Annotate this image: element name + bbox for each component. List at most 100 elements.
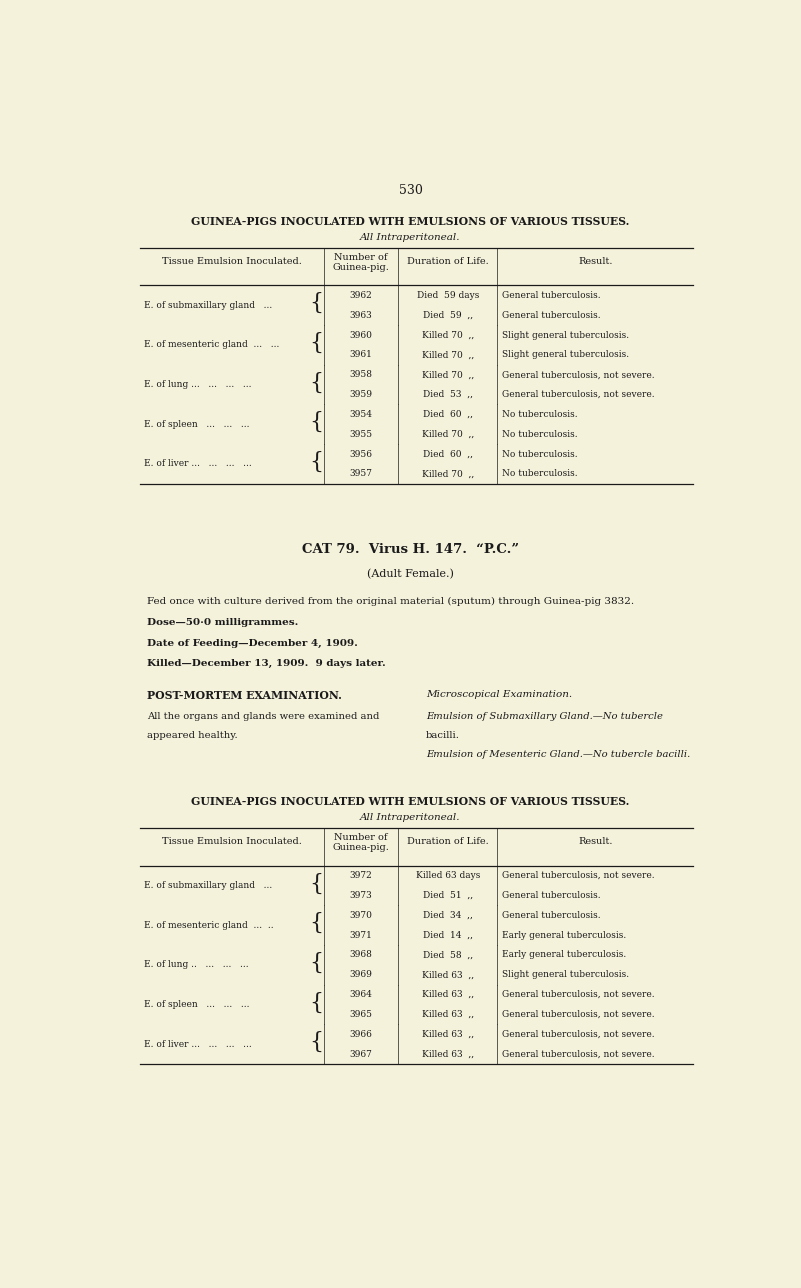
Text: 3972: 3972 xyxy=(349,871,372,880)
Text: Emulsion of Mesenteric Gland.—No tubercle bacilli.: Emulsion of Mesenteric Gland.—No tubercl… xyxy=(426,750,690,759)
Text: All Intraperitoneal.: All Intraperitoneal. xyxy=(360,233,461,242)
Text: E. of lung ...   ...   ...   ...: E. of lung ... ... ... ... xyxy=(144,380,252,389)
Text: General tuberculosis.: General tuberculosis. xyxy=(502,891,601,900)
Text: E. of spleen   ...   ...   ...: E. of spleen ... ... ... xyxy=(144,420,250,429)
Text: Killed 63  ,,: Killed 63 ,, xyxy=(421,1029,474,1038)
Text: 3969: 3969 xyxy=(349,970,372,979)
Text: GUINEA-PIGS INOCULATED WITH EMULSIONS OF VARIOUS TISSUES.: GUINEA-PIGS INOCULATED WITH EMULSIONS OF… xyxy=(191,796,630,808)
Text: Died  58  ,,: Died 58 ,, xyxy=(423,951,473,960)
Text: E. of mesenteric gland  ...   ...: E. of mesenteric gland ... ... xyxy=(144,340,280,349)
Text: 530: 530 xyxy=(399,184,422,197)
Text: 3963: 3963 xyxy=(349,310,372,319)
Text: E. of liver ...   ...   ...   ...: E. of liver ... ... ... ... xyxy=(144,1039,252,1048)
Text: Died  60  ,,: Died 60 ,, xyxy=(423,450,473,459)
Text: Killed 70  ,,: Killed 70 ,, xyxy=(421,430,474,439)
Text: Early general tuberculosis.: Early general tuberculosis. xyxy=(502,930,626,939)
Text: 3954: 3954 xyxy=(349,410,372,419)
Text: 3955: 3955 xyxy=(349,430,372,439)
Text: Died  51  ,,: Died 51 ,, xyxy=(423,891,473,900)
Text: E. of mesenteric gland  ...  ..: E. of mesenteric gland ... .. xyxy=(144,921,274,930)
Text: 3961: 3961 xyxy=(349,350,372,359)
Text: 3973: 3973 xyxy=(349,891,372,900)
Text: E. of liver ...   ...   ...   ...: E. of liver ... ... ... ... xyxy=(144,460,252,469)
Text: POST-MORTEM EXAMINATION.: POST-MORTEM EXAMINATION. xyxy=(147,690,341,701)
Text: Date of Feeding—December 4, 1909.: Date of Feeding—December 4, 1909. xyxy=(147,639,357,648)
Text: No tuberculosis.: No tuberculosis. xyxy=(502,469,578,478)
Text: {: { xyxy=(309,872,324,894)
Text: 3966: 3966 xyxy=(349,1029,372,1038)
Text: {: { xyxy=(309,451,324,473)
Text: Killed 70  ,,: Killed 70 ,, xyxy=(421,350,474,359)
Text: Result.: Result. xyxy=(578,837,613,846)
Text: {: { xyxy=(309,332,324,354)
Text: General tuberculosis, not severe.: General tuberculosis, not severe. xyxy=(502,1050,655,1059)
Text: General tuberculosis, not severe.: General tuberculosis, not severe. xyxy=(502,990,655,999)
Text: General tuberculosis, not severe.: General tuberculosis, not severe. xyxy=(502,390,655,399)
Text: No tuberculosis.: No tuberculosis. xyxy=(502,430,578,439)
Text: Duration of Life.: Duration of Life. xyxy=(407,837,489,846)
Text: Died  60  ,,: Died 60 ,, xyxy=(423,410,473,419)
Text: GUINEA-PIGS INOCULATED WITH EMULSIONS OF VARIOUS TISSUES.: GUINEA-PIGS INOCULATED WITH EMULSIONS OF… xyxy=(191,216,630,227)
Text: Number of
Guinea-pig.: Number of Guinea-pig. xyxy=(332,252,389,272)
Text: Killed 63 days: Killed 63 days xyxy=(416,871,480,880)
Text: {: { xyxy=(309,411,324,433)
Text: Died  14  ,,: Died 14 ,, xyxy=(423,930,473,939)
Text: Killed 63  ,,: Killed 63 ,, xyxy=(421,1050,474,1059)
Text: bacilli.: bacilli. xyxy=(426,730,460,739)
Text: 3957: 3957 xyxy=(349,469,372,478)
Text: E. of spleen   ...   ...   ...: E. of spleen ... ... ... xyxy=(144,999,250,1009)
Text: Slight general tuberculosis.: Slight general tuberculosis. xyxy=(502,331,630,340)
Text: CAT 79.  Virus H. 147.  “P.C.”: CAT 79. Virus H. 147. “P.C.” xyxy=(302,544,519,556)
Text: All the organs and glands were examined and: All the organs and glands were examined … xyxy=(147,712,379,721)
Text: Killed 63  ,,: Killed 63 ,, xyxy=(421,990,474,999)
Text: Slight general tuberculosis.: Slight general tuberculosis. xyxy=(502,350,630,359)
Text: General tuberculosis, not severe.: General tuberculosis, not severe. xyxy=(502,871,655,880)
Text: Tissue Emulsion Inoculated.: Tissue Emulsion Inoculated. xyxy=(162,256,302,265)
Text: {: { xyxy=(309,952,324,974)
Text: Emulsion of Submaxillary Gland.—No tubercle: Emulsion of Submaxillary Gland.—No tuber… xyxy=(426,712,663,721)
Text: All Intraperitoneal.: All Intraperitoneal. xyxy=(360,813,461,822)
Text: Died  53  ,,: Died 53 ,, xyxy=(423,390,473,399)
Text: Microscopical Examination.: Microscopical Examination. xyxy=(426,690,572,699)
Text: 3968: 3968 xyxy=(349,951,372,960)
Text: Fed once with culture derived from the original material (sputum) through Guinea: Fed once with culture derived from the o… xyxy=(147,596,634,607)
Text: No tuberculosis.: No tuberculosis. xyxy=(502,450,578,459)
Text: Died  34  ,,: Died 34 ,, xyxy=(423,911,473,920)
Text: 3965: 3965 xyxy=(349,1010,372,1019)
Text: 3962: 3962 xyxy=(349,291,372,300)
Text: Tissue Emulsion Inoculated.: Tissue Emulsion Inoculated. xyxy=(162,837,302,846)
Text: 3960: 3960 xyxy=(349,331,372,340)
Text: General tuberculosis.: General tuberculosis. xyxy=(502,291,601,300)
Text: General tuberculosis, not severe.: General tuberculosis, not severe. xyxy=(502,1029,655,1038)
Text: 3956: 3956 xyxy=(349,450,372,459)
Text: E. of submaxillary gland   ...: E. of submaxillary gland ... xyxy=(144,881,272,890)
Text: {: { xyxy=(309,372,324,394)
Text: Number of
Guinea-pig.: Number of Guinea-pig. xyxy=(332,833,389,853)
Text: E. of lung ..   ...   ...   ...: E. of lung .. ... ... ... xyxy=(144,961,249,970)
Text: {: { xyxy=(309,992,324,1014)
Text: General tuberculosis, not severe.: General tuberculosis, not severe. xyxy=(502,1010,655,1019)
Text: Early general tuberculosis.: Early general tuberculosis. xyxy=(502,951,626,960)
Text: E. of submaxillary gland   ...: E. of submaxillary gland ... xyxy=(144,301,272,310)
Text: Slight general tuberculosis.: Slight general tuberculosis. xyxy=(502,970,630,979)
Text: (Adult Female.): (Adult Female.) xyxy=(367,569,454,580)
Text: appeared healthy.: appeared healthy. xyxy=(147,730,237,739)
Text: Killed—December 13, 1909.  9 days later.: Killed—December 13, 1909. 9 days later. xyxy=(147,659,385,668)
Text: Died  59  ,,: Died 59 ,, xyxy=(423,310,473,319)
Text: {: { xyxy=(309,912,324,934)
Text: Killed 70  ,,: Killed 70 ,, xyxy=(421,331,474,340)
Text: Died  59 days: Died 59 days xyxy=(417,291,479,300)
Text: Killed 70  ,,: Killed 70 ,, xyxy=(421,370,474,379)
Text: {: { xyxy=(309,1032,324,1054)
Text: 3959: 3959 xyxy=(349,390,372,399)
Text: Killed 63  ,,: Killed 63 ,, xyxy=(421,1010,474,1019)
Text: {: { xyxy=(309,292,324,314)
Text: No tuberculosis.: No tuberculosis. xyxy=(502,410,578,419)
Text: 3971: 3971 xyxy=(349,930,372,939)
Text: 3967: 3967 xyxy=(349,1050,372,1059)
Text: Killed 63  ,,: Killed 63 ,, xyxy=(421,970,474,979)
Text: 3970: 3970 xyxy=(349,911,372,920)
Text: Killed 70  ,,: Killed 70 ,, xyxy=(421,469,474,478)
Text: Result.: Result. xyxy=(578,256,613,265)
Text: General tuberculosis, not severe.: General tuberculosis, not severe. xyxy=(502,370,655,379)
